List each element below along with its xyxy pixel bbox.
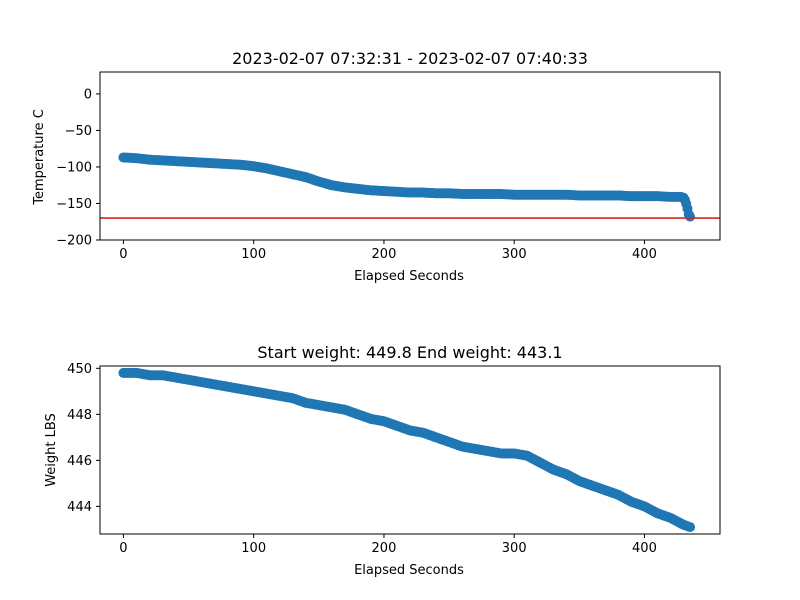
weight-data-point	[685, 522, 696, 533]
weight-data-points	[118, 367, 696, 533]
temperature-plot: 2023-02-07 07:32:31 - 2023-02-07 07:40:3…	[32, 49, 721, 284]
temperature-y-tick-label: 0	[84, 87, 92, 102]
temperature-data-points	[118, 152, 696, 222]
weight-x-axis-label: Elapsed Seconds	[354, 563, 464, 578]
temperature-x-tick-label: 400	[632, 247, 657, 262]
weight-plot-title: Start weight: 449.8 End weight: 443.1	[257, 343, 562, 362]
temperature-x-tick-label: 0	[119, 247, 127, 262]
weight-x-tick-label: 300	[502, 541, 527, 556]
temperature-x-tick-label: 100	[241, 247, 266, 262]
temperature-plot-frame	[99, 71, 721, 241]
weight-y-tick-label: 448	[67, 408, 92, 423]
weight-x-tick-label: 200	[372, 541, 397, 556]
temperature-y-axis-label: Temperature C	[32, 109, 47, 206]
temperature-axis-ticks: 0 100 200 300 400 0 −50 −100 −150 −200	[56, 87, 657, 262]
weight-x-tick-label: 0	[119, 541, 127, 556]
temperature-x-tick-label: 200	[372, 247, 397, 262]
temperature-y-tick-label: −150	[56, 197, 92, 212]
temperature-x-tick-label: 300	[502, 247, 527, 262]
temperature-x-axis-label: Elapsed Seconds	[354, 269, 464, 284]
weight-y-axis-label: Weight LBS	[44, 413, 59, 487]
weight-plot: Start weight: 449.8 End weight: 443.1 El…	[44, 343, 721, 578]
weight-x-tick-label: 400	[632, 541, 657, 556]
temperature-plot-title: 2023-02-07 07:32:31 - 2023-02-07 07:40:3…	[232, 49, 588, 68]
weight-axis-ticks: 0 100 200 300 400 444 446 448 450	[67, 362, 657, 556]
weight-x-tick-label: 100	[241, 541, 266, 556]
temperature-y-tick-label: −100	[56, 160, 92, 175]
temperature-y-tick-label: −200	[56, 234, 92, 249]
temperature-y-tick-label: −50	[65, 124, 92, 139]
weight-y-tick-label: 444	[67, 500, 92, 515]
weight-plot-frame	[99, 365, 721, 535]
weight-y-tick-label: 450	[67, 362, 92, 377]
temperature-data-point	[685, 211, 696, 222]
weight-y-tick-label: 446	[67, 454, 92, 469]
